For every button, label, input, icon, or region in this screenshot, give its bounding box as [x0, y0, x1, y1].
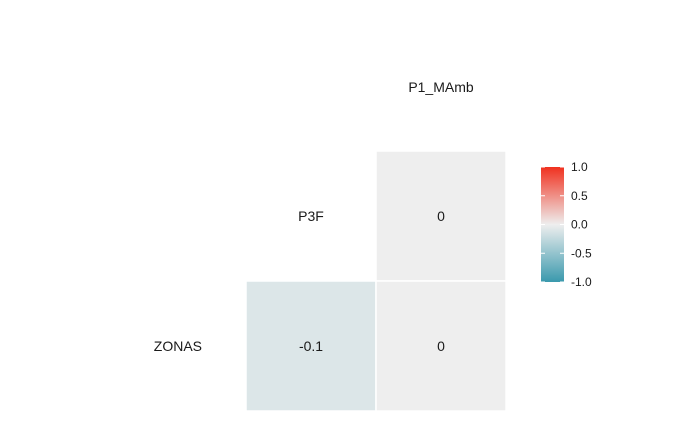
- variable-label-p3f: P3F: [298, 208, 324, 224]
- variable-labels: P1_MAmb P3F ZONAS: [154, 79, 474, 354]
- variable-label-zonas: ZONAS: [154, 338, 202, 354]
- legend-tick-label: 0.5: [571, 189, 588, 203]
- heatmap-cell-p3f-p1_mamb: [375, 150, 507, 282]
- legend-colorbar: [541, 167, 564, 282]
- cell-value-label: 0: [437, 338, 445, 354]
- cell-value-label: -0.1: [299, 338, 323, 354]
- heatmap-cell-zonas-p3f: [245, 280, 377, 412]
- heatmap-cell-zonas-p1_mamb: [375, 280, 507, 412]
- heatmap-cells: 0 -0.1 0: [245, 150, 507, 412]
- color-legend: 1.0 0.5 0.0 -0.5 -1.0: [541, 160, 592, 289]
- legend-tick-label: 1.0: [571, 160, 588, 174]
- variable-label-p1-mamb: P1_MAmb: [408, 79, 474, 95]
- legend-tick-label: -1.0: [571, 275, 592, 289]
- legend-tick-label: 0.0: [571, 218, 588, 232]
- cell-value-label: 0: [437, 208, 445, 224]
- legend-ticks: 1.0 0.5 0.0 -0.5 -1.0: [541, 160, 592, 289]
- legend-tick-label: -0.5: [571, 246, 592, 260]
